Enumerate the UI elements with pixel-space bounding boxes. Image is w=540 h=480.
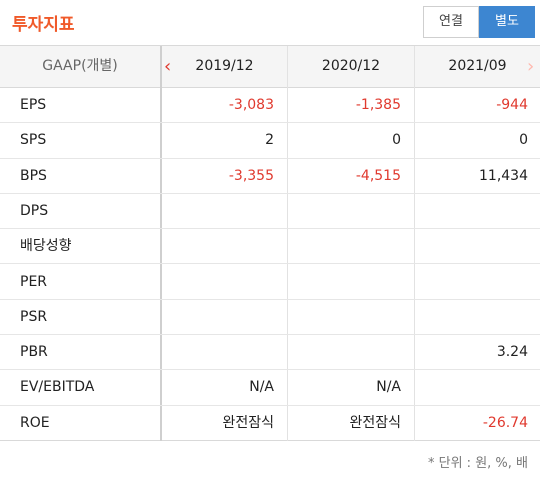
cell-value: -944 — [496, 97, 528, 113]
table-row: EPS -3,083 -1,385 -944 — [0, 88, 540, 124]
table-header: GAAP(개별) ‹ 2019/12 2020/12 2021/09 › — [0, 46, 540, 88]
row-label: PSR — [20, 308, 48, 325]
row-label: EPS — [20, 97, 47, 113]
cell-value: 3.24 — [496, 344, 528, 361]
cell-value: N/A — [376, 379, 401, 396]
column-header: 2019/12 — [195, 58, 254, 74]
cell-value: 0 — [392, 132, 401, 149]
cell-value: -1,385 — [355, 97, 401, 113]
cell-value: -3,083 — [228, 97, 274, 113]
row-label: PBR — [20, 344, 48, 361]
chevron-right-icon[interactable]: › — [527, 56, 535, 77]
table-row: SPS 2 0 0 — [0, 123, 540, 159]
investment-indicator-table: GAAP(개별) ‹ 2019/12 2020/12 2021/09 › EPS… — [0, 46, 540, 441]
row-label: EV/EBITDA — [20, 379, 95, 396]
unit-note: * 단위 : 원, %, 배 — [428, 456, 528, 471]
table-row: DPS — [0, 194, 540, 230]
column-divider — [160, 46, 162, 441]
row-label: BPS — [20, 167, 47, 184]
row-label: 배당성향 — [20, 238, 72, 255]
cell-value: N/A — [249, 379, 274, 396]
column-divider — [414, 46, 415, 441]
separate-button[interactable]: 별도 — [479, 6, 535, 38]
chevron-left-icon[interactable]: ‹ — [164, 56, 172, 77]
page-title: 투자지표 — [12, 15, 75, 35]
column-header: 2021/09 — [448, 58, 507, 74]
cell-value: -26.74 — [482, 414, 528, 431]
column-header: 2020/12 — [321, 58, 381, 74]
column-divider — [287, 46, 288, 441]
table-row: PER — [0, 265, 540, 300]
row-label: SPS — [20, 132, 47, 149]
cell-value: 완전잠식 — [222, 414, 274, 431]
cell-value: 11,434 — [479, 167, 528, 184]
table-row: ROE 완전잠식 완전잠식 -26.74 — [0, 406, 540, 441]
cell-value: -3,355 — [228, 167, 274, 184]
table-row: EV/EBITDA N/A N/A — [0, 370, 540, 406]
table-row: 배당성향 — [0, 229, 540, 265]
row-label: DPS — [20, 202, 49, 219]
cell-value: 0 — [519, 132, 528, 149]
cell-value: 2 — [265, 132, 274, 149]
consolidation-toggle: 연결 별도 — [423, 6, 535, 38]
row-label: ROE — [20, 414, 50, 431]
consolidated-button[interactable]: 연결 — [423, 6, 479, 38]
table-row: BPS -3,355 -4,515 11,434 — [0, 159, 540, 194]
header: 투자지표 연결 별도 — [0, 0, 540, 46]
gaap-basis-label: GAAP(개별) — [42, 58, 118, 74]
cell-value: -4,515 — [355, 167, 401, 184]
row-label: PER — [20, 273, 48, 290]
table-row: PSR — [0, 300, 540, 336]
table-row: PBR 3.24 — [0, 335, 540, 371]
cell-value: 완전잠식 — [349, 414, 401, 431]
